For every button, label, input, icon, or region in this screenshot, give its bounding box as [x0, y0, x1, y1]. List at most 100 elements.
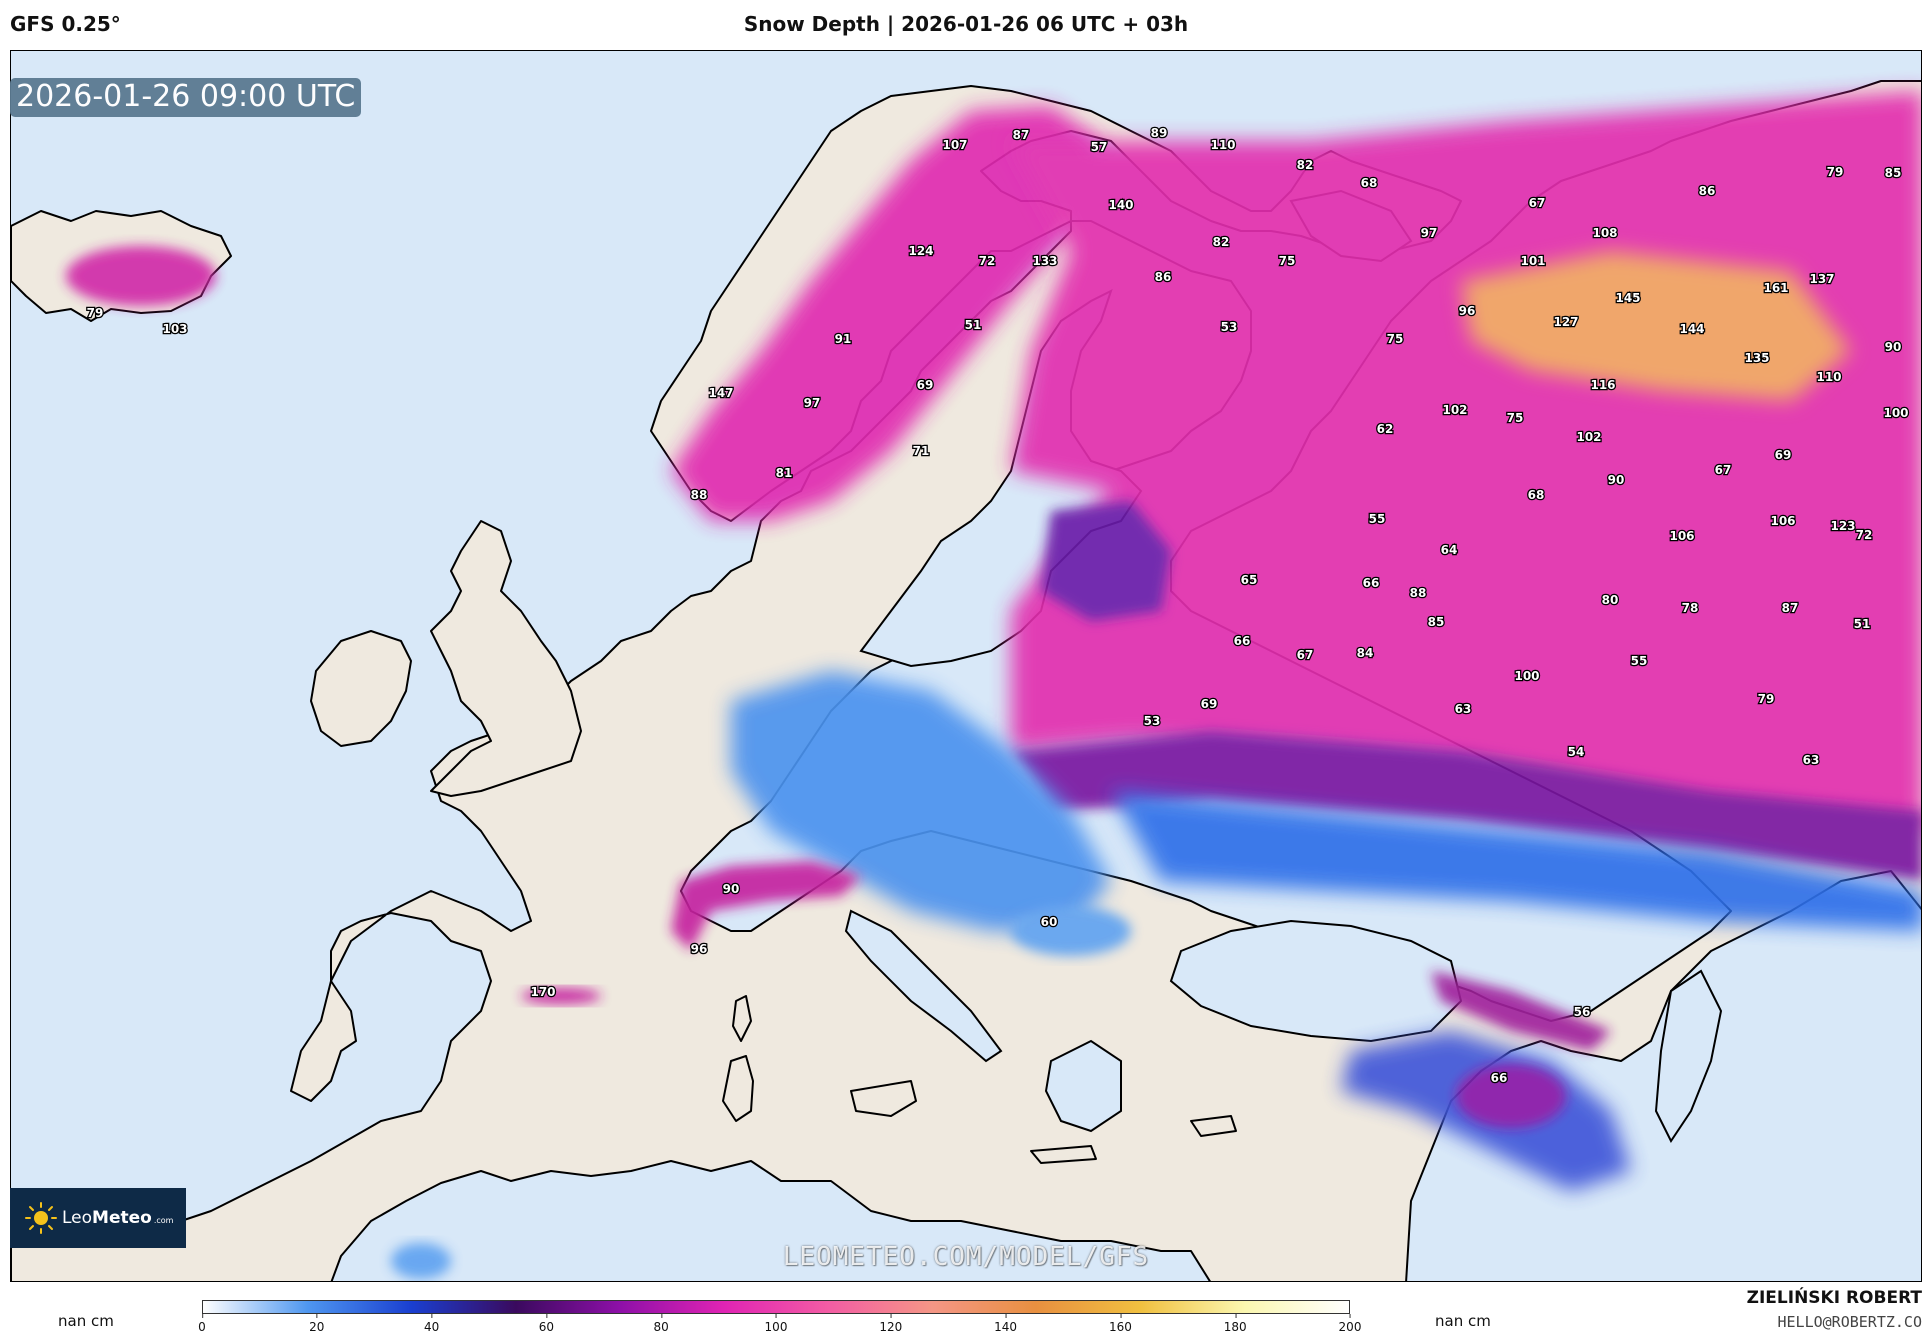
snow-depth-value-label: 68 — [1361, 176, 1378, 190]
snow-depth-value-label: 54 — [1568, 745, 1585, 759]
snow-depth-value-label: 55 — [1369, 512, 1386, 526]
snow-depth-value-label: 64 — [1441, 543, 1458, 557]
snow-depth-value-label: 66 — [1363, 576, 1380, 590]
snow-balkans — [1011, 906, 1131, 956]
cyprus — [1190, 1115, 1237, 1137]
snow-depth-value-label: 60 — [1041, 915, 1058, 929]
snow-depth-value-label: 82 — [1297, 158, 1314, 172]
colorbar — [202, 1300, 1350, 1314]
nan-label-right: nan cm — [1435, 1312, 1491, 1330]
snow-depth-value-label: 62 — [1377, 422, 1394, 436]
caspian-sea — [1654, 969, 1723, 1143]
snow-depth-value-label: 96 — [691, 942, 708, 956]
colorbar-tick: 40 — [424, 1314, 439, 1334]
credit-email[interactable]: HELLO@ROBERTZ.CO — [1777, 1313, 1923, 1331]
snow-depth-value-label: 110 — [1816, 370, 1841, 384]
crete — [1030, 1145, 1097, 1164]
snow-depth-value-label: 72 — [979, 254, 996, 268]
colorbar-tick: 180 — [1224, 1314, 1247, 1334]
sun-icon — [25, 1202, 57, 1234]
snow-depth-value-label: 133 — [1032, 254, 1057, 268]
snow-depth-value-label: 145 — [1615, 291, 1640, 305]
snow-depth-value-label: 63 — [1455, 702, 1472, 716]
snow-depth-value-label: 81 — [776, 466, 793, 480]
colorbar-tick: 200 — [1339, 1314, 1361, 1334]
snow-depth-value-label: 72 — [1856, 528, 1873, 542]
snow-depth-value-label: 161 — [1763, 281, 1788, 295]
ireland — [310, 630, 412, 747]
logo-text-suffix: .com — [153, 1216, 174, 1225]
snow-depth-value-label: 80 — [1602, 593, 1619, 607]
snow-depth-value-label: 69 — [1201, 697, 1218, 711]
snow-depth-value-label: 86 — [1155, 270, 1172, 284]
snow-depth-value-label: 71 — [913, 444, 930, 458]
valid-time-badge: 2026-01-26 09:00 UTC — [10, 78, 362, 117]
snow-depth-value-label: 140 — [1108, 198, 1133, 212]
snow-depth-field — [66, 91, 1921, 1279]
logo-text-light: Leo — [62, 1208, 93, 1228]
snow-depth-value-label: 102 — [1576, 430, 1601, 444]
snow-russia-orange — [1461, 251, 1851, 401]
snow-depth-value-label: 57 — [1091, 140, 1108, 154]
sardinia — [722, 1055, 754, 1122]
snow-depth-value-label: 68 — [1528, 488, 1545, 502]
snow-depth-value-label: 97 — [1421, 226, 1438, 240]
snow-depth-value-label: 63 — [1803, 753, 1820, 767]
snow-depth-value-label: 110 — [1210, 138, 1235, 152]
snow-depth-value-label: 88 — [691, 488, 708, 502]
snow-depth-value-label: 75 — [1279, 254, 1296, 268]
snow-depth-value-label: 55 — [1631, 654, 1648, 668]
snow-depth-value-label: 100 — [1514, 669, 1539, 683]
sicily — [850, 1080, 917, 1117]
snow-depth-value-label: 170 — [530, 985, 555, 999]
snow-depth-value-label: 75 — [1507, 411, 1524, 425]
snow-depth-value-label: 106 — [1669, 529, 1694, 543]
snow-scandinavia — [671, 106, 1101, 521]
snow-baltic-purple — [1041, 501, 1171, 621]
colorbar-tick: 120 — [879, 1314, 902, 1334]
snow-depth-value-label: 91 — [835, 332, 852, 346]
snow-depth-value-label: 116 — [1590, 378, 1615, 392]
snow-depth-map[interactable]: 107 87 57 89 110 82 68 140 97 124 72 133 82 75 86 67 108… — [10, 50, 1922, 1282]
colorbar-tick: 60 — [539, 1314, 554, 1334]
logo-wordmark: LeoMeteo .com — [62, 1208, 173, 1228]
snow-depth-value-label: 53 — [1221, 320, 1238, 334]
snow-depth-value-label: 90 — [723, 882, 740, 896]
snow-depth-value-label: 88 — [1410, 586, 1427, 600]
snow-depth-value-label: 135 — [1744, 351, 1769, 365]
snow-depth-value-label: 79 — [1827, 165, 1844, 179]
snow-depth-value-label: 124 — [908, 244, 933, 258]
snow-depth-value-label: 137 — [1809, 272, 1834, 286]
snow-depth-value-label: 100 — [1883, 406, 1908, 420]
snow-depth-value-label: 89 — [1151, 126, 1168, 140]
snow-iceland — [66, 246, 216, 306]
nan-label-left: nan cm — [58, 1312, 114, 1330]
snow-depth-value-label: 82 — [1213, 235, 1230, 249]
snow-depth-value-label: 51 — [1854, 617, 1871, 631]
snow-depth-value-label: 69 — [1775, 448, 1792, 462]
snow-depth-value-label: 84 — [1357, 646, 1374, 660]
snow-depth-value-label: 102 — [1442, 403, 1467, 417]
black-sea — [1169, 919, 1463, 1043]
leometeo-logo[interactable]: LeoMeteo .com — [10, 1188, 186, 1248]
colorbar-tick: 0 — [198, 1314, 206, 1334]
snow-depth-value-label: 86 — [1699, 184, 1716, 198]
snow-depth-value-label: 66 — [1491, 1071, 1508, 1085]
snow-depth-value-label: 97 — [804, 396, 821, 410]
snow-pyrenees — [521, 988, 601, 1004]
snow-depth-value-label: 69 — [917, 378, 934, 392]
colorbar-tick: 20 — [309, 1314, 324, 1334]
logo-text-bold: Meteo — [92, 1208, 152, 1228]
snow-depth-value-label: 127 — [1553, 315, 1578, 329]
colorbar-tick: 80 — [654, 1314, 669, 1334]
map-canvas: 107 87 57 89 110 82 68 140 97 124 72 133 82 75 86 67 108… — [11, 51, 1921, 1281]
credit-name: ZIELIŃSKI ROBERT — [1746, 1288, 1922, 1308]
value-labels: 107 87 57 89 110 82 68 140 97 124 72 133 82 75 86 67 108… — [85, 125, 1909, 1087]
colorbar-tick: 140 — [994, 1314, 1017, 1334]
snow-depth-value-label: 144 — [1679, 322, 1704, 336]
adriatic-sea — [844, 909, 1003, 1063]
snow-depth-value-label: 103 — [162, 322, 187, 336]
snow-depth-value-label: 67 — [1529, 196, 1546, 210]
snow-depth-value-label: 147 — [708, 386, 733, 400]
snow-depth-value-label: 78 — [1682, 601, 1699, 615]
